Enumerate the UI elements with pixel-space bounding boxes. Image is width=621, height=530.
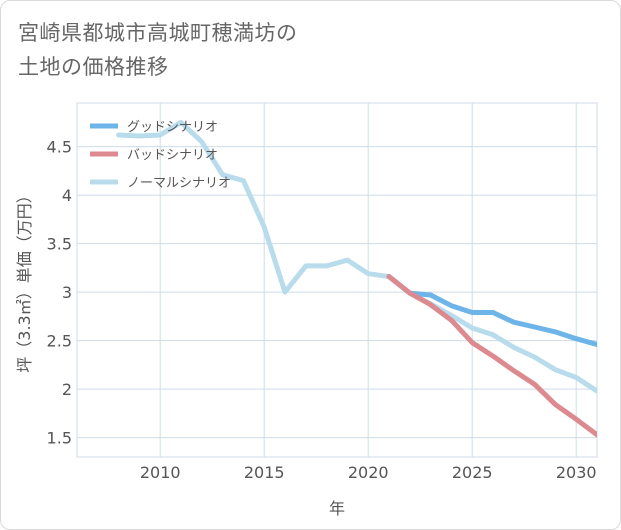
- legend-label: ノーマルシナリオ: [127, 176, 231, 191]
- chart-title-line2: 土地の価格推移: [18, 55, 169, 79]
- plot-area: [76, 102, 598, 458]
- chart-title: 宮崎県都城市高城町穂満坊の 土地の価格推移: [18, 16, 418, 84]
- x-tick-label: 2010: [140, 463, 181, 482]
- y-tick-label: 2: [62, 380, 72, 399]
- y-axis-label: 坪（3.3㎡）単価（万円）: [15, 187, 34, 372]
- y-tick-label: 3.5: [47, 235, 72, 254]
- y-tick-label: 2.5: [47, 332, 72, 351]
- x-tick-label: 2025: [452, 463, 493, 482]
- series-line-2: [116, 119, 597, 394]
- series-line-0: [386, 274, 597, 347]
- x-tick-label: 2030: [556, 463, 597, 482]
- legend-label: バッドシナリオ: [127, 148, 218, 163]
- legend-label: グッドシナリオ: [127, 120, 218, 135]
- y-tick-label: 1.5: [47, 429, 72, 448]
- x-tick-label: 2015: [244, 463, 285, 482]
- y-tick-label: 4: [62, 186, 72, 205]
- y-tick-label: 3: [62, 283, 72, 302]
- x-axis-label: 年: [329, 499, 345, 518]
- chart-title-line1: 宮崎県都城市高城町穂満坊の: [18, 21, 298, 45]
- x-tick-label: 2020: [348, 463, 389, 482]
- series-line-1: [386, 274, 597, 438]
- y-tick-label: 4.5: [47, 138, 72, 157]
